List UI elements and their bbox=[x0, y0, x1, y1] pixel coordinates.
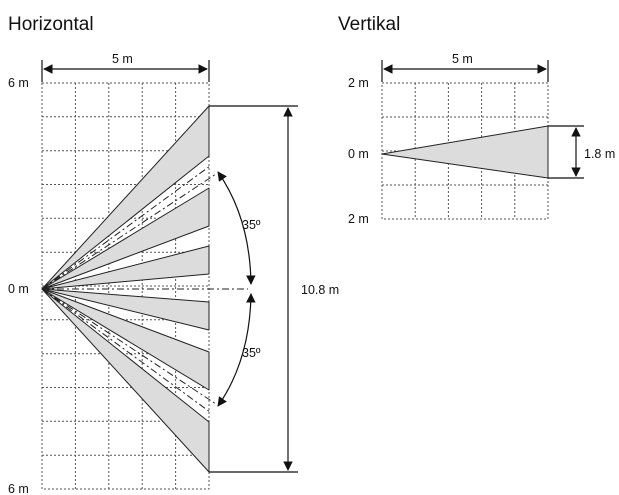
horizontal-width-label: 5 m bbox=[112, 52, 133, 66]
detection-zone bbox=[41, 288, 210, 331]
angle-bottom-label: 35º bbox=[242, 346, 261, 360]
vertical-detection-zone bbox=[381, 125, 549, 179]
vertical-height-label: 1.8 m bbox=[584, 147, 615, 161]
horizontal-mid-label: 0 m bbox=[8, 282, 29, 296]
horizontal-grid bbox=[41, 82, 210, 490]
vertical-view: Vertikal 5 m 1.8 m 2 m 0 m 2 m bbox=[338, 14, 615, 226]
angle-top-label: 35º bbox=[242, 218, 261, 232]
horizontal-detection-zones bbox=[41, 105, 210, 473]
detection-zone bbox=[41, 288, 210, 473]
angle-arc-top bbox=[217, 171, 256, 285]
detection-zone bbox=[41, 245, 210, 290]
detection-zone bbox=[41, 105, 210, 290]
angle-arc-bottom bbox=[217, 293, 256, 407]
vertical-bottom-label: 2 m bbox=[348, 212, 369, 226]
detection-zone bbox=[41, 187, 210, 290]
vertical-top-label: 2 m bbox=[348, 76, 369, 90]
horizontal-top-label: 6 m bbox=[8, 76, 29, 90]
detection-zone bbox=[41, 288, 210, 391]
horizontal-bottom-label: 6 m bbox=[8, 482, 29, 495]
horizontal-height-label: 10.8 m bbox=[301, 283, 339, 297]
vertical-mid-label: 0 m bbox=[348, 147, 369, 161]
horizontal-reference-lines bbox=[41, 165, 248, 413]
vertical-title: Vertikal bbox=[338, 14, 400, 35]
vertical-width-label: 5 m bbox=[452, 52, 473, 66]
horizontal-view: Horizontal bbox=[8, 14, 339, 495]
horizontal-title: Horizontal bbox=[8, 14, 94, 35]
